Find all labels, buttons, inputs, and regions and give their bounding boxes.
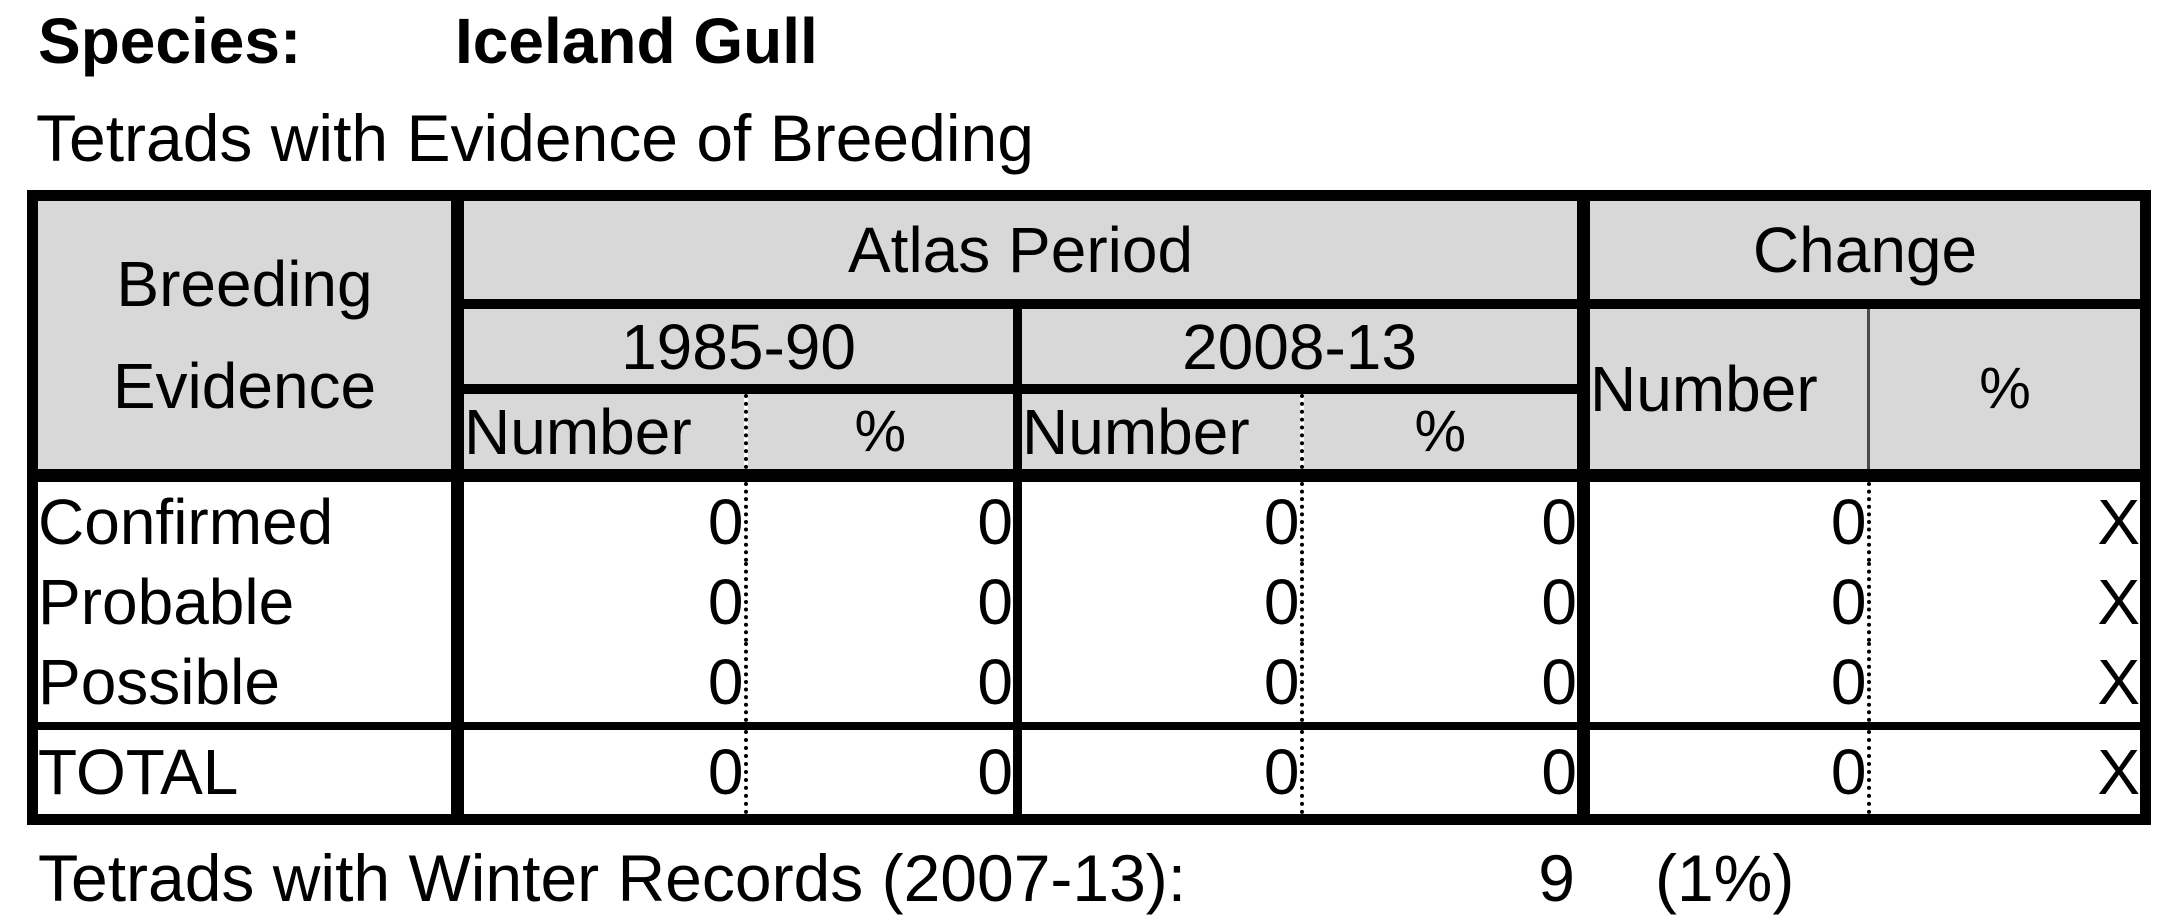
row-label: TOTAL — [38, 736, 239, 808]
data-row-confirmed: Confirmed 0 0 0 0 0 X — [33, 475, 2146, 562]
header-row-2: 1985-90 2008-13 Number % — [33, 304, 2146, 482]
cell-value: 0 — [743, 726, 1018, 820]
cell-value: 0 — [1013, 726, 1302, 820]
data-row-probable: Probable 0 0 0 0 0 X — [33, 562, 2146, 642]
table-title: Tetrads with Evidence of Breeding — [36, 101, 1034, 175]
cell-value: 0 — [1577, 562, 1869, 642]
row-label: Possible — [32, 642, 458, 730]
cell-value: X — [1866, 475, 2146, 562]
header-row-1: Breeding Evidence Atlas Period Change — [32, 195, 2146, 482]
cell-value: 0 — [1577, 726, 1869, 820]
cell-value: 0 — [1299, 475, 1584, 562]
cell-value: 0 — [1577, 475, 1869, 562]
cell-value: X — [1866, 642, 2146, 730]
cell-value: X — [1866, 562, 2146, 642]
header-1985-percent: % — [743, 389, 1018, 482]
header-1985-number: Number — [451, 389, 746, 482]
row-label: Confirmed — [38, 486, 334, 558]
header-change-percent: % — [1867, 304, 2146, 482]
winter-records-value: 9 — [1538, 841, 1575, 915]
cell-value: 0 — [743, 562, 1018, 642]
cell-value: 0 — [451, 475, 746, 562]
data-row-possible: Possible 0 0 0 0 0 X — [32, 642, 2146, 730]
cell-value: 0 — [1013, 562, 1302, 642]
cell-value: 0 — [451, 562, 746, 642]
cell-value: 0 — [1013, 642, 1302, 730]
cell-value: 0 — [743, 642, 1018, 730]
winter-records-label: Tetrads with Winter Records (2007-13): — [38, 841, 1187, 915]
header-change: Change — [1577, 195, 2146, 309]
species-label: Species: — [38, 5, 302, 77]
cell-value: 0 — [1577, 642, 1869, 730]
header-atlas-period: Atlas Period — [451, 195, 1584, 309]
cell-value: X — [1866, 726, 2146, 820]
header-breeding-evidence: Breeding Evidence — [32, 195, 458, 482]
total-row: TOTAL 0 0 0 0 0 X — [33, 726, 2146, 820]
cell-value: 0 — [1299, 642, 1584, 730]
header-evidence-line: Evidence — [112, 350, 377, 422]
cell-value: 0 — [451, 642, 746, 730]
cell-value: 0 — [451, 726, 746, 820]
cell-value: 0 — [743, 475, 1018, 562]
header-change-number: Number — [1577, 304, 1869, 482]
header-breeding-line: Breeding — [116, 248, 373, 320]
species-name: Iceland Gull — [455, 5, 818, 77]
cell-value: 0 — [1299, 562, 1584, 642]
header-period-1985-90: 1985-90 — [451, 304, 1018, 394]
breeding-evidence-table: Breeding Evidence Atlas Period Change 19… — [27, 190, 2151, 825]
header-2008-number: Number — [1013, 389, 1302, 482]
row-label: Probable — [38, 566, 295, 638]
cell-value: 0 — [1013, 475, 1302, 562]
header-row-3: Number % Number % — [33, 389, 2146, 482]
header-period-2008-13: 2008-13 — [1013, 304, 1584, 394]
cell-value: 0 — [1299, 726, 1584, 820]
header-2008-percent: % — [1299, 389, 1584, 482]
winter-records-percent: (1%) — [1655, 841, 1795, 915]
